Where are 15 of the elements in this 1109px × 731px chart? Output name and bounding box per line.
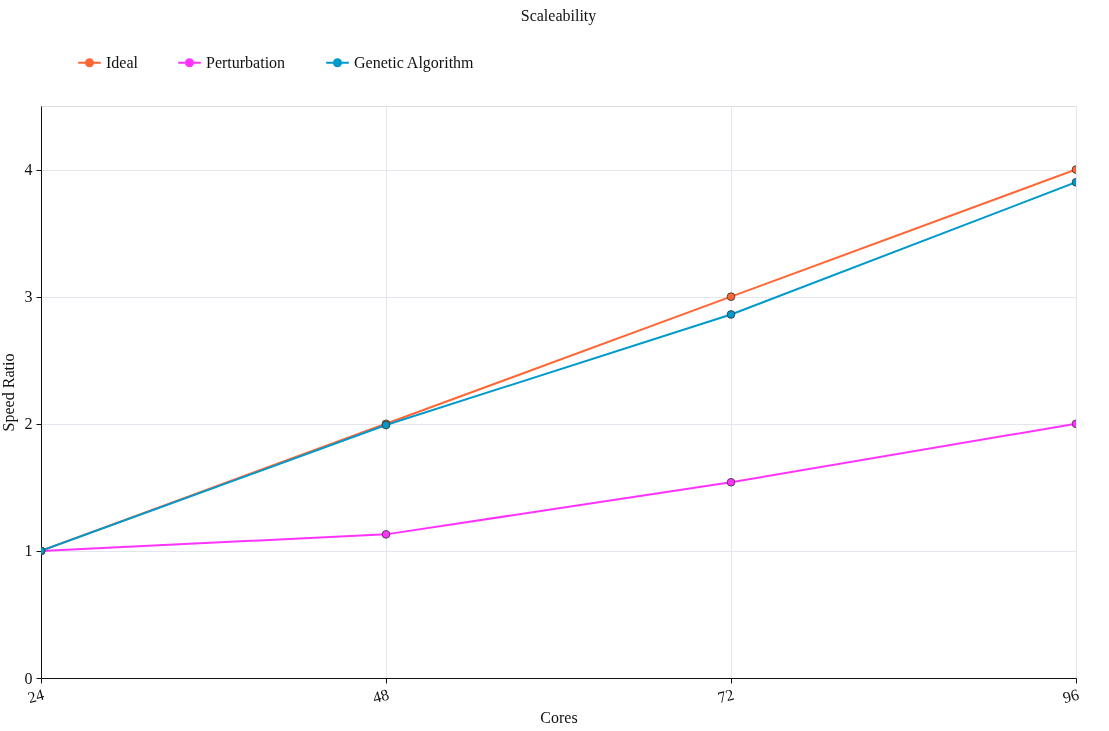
y-tick-label: 3 [24, 288, 33, 306]
legend-label: Perturbation [206, 53, 286, 71]
legend-label: Genetic Algorithm [354, 53, 475, 72]
x-axis-title: Cores [540, 709, 578, 727]
x-tick-label: 48 [370, 685, 391, 707]
y-tick-label: 0 [24, 669, 33, 687]
x-tick-label: 72 [715, 685, 736, 707]
x-tick-label: 96 [1060, 685, 1081, 707]
legend-label: Ideal [106, 53, 139, 71]
y-tick-label: 4 [24, 161, 33, 179]
y-axis-title: Speed Ratio [0, 353, 18, 432]
chart-title: Scaleability [520, 7, 597, 25]
x-tick-label: 24 [25, 685, 46, 707]
y-tick-label: 2 [24, 415, 33, 433]
y-tick-label: 1 [24, 542, 33, 560]
